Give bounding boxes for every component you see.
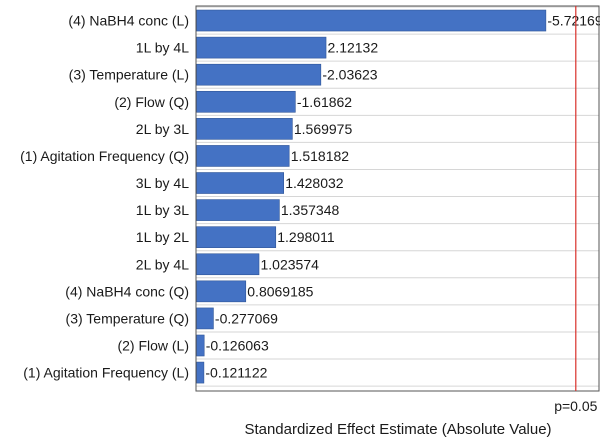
bar <box>196 36 327 59</box>
y-tick-label: 2L by 3L <box>136 121 189 137</box>
data-label: 1.428032 <box>285 175 344 191</box>
data-label: 1.023574 <box>261 256 320 272</box>
data-label: -0.121122 <box>205 365 267 381</box>
data-label: -5.72169 <box>547 13 600 29</box>
data-label: -1.61862 <box>297 94 352 110</box>
y-tick-label: (4) NaBH4 conc (Q) <box>65 283 189 299</box>
y-tick-label: (3) Temperature (L) <box>69 67 189 83</box>
bar <box>196 226 277 248</box>
data-label: -2.03623 <box>322 67 377 83</box>
bar <box>196 307 214 330</box>
data-label: 1.518182 <box>291 148 350 164</box>
bar <box>196 172 284 194</box>
y-tick-label: (4) NaBH4 conc (L) <box>68 13 189 29</box>
data-label: -0.277069 <box>215 310 278 326</box>
y-tick-label: 1L by 4L <box>136 40 189 56</box>
bar <box>196 63 322 86</box>
data-label: 1.357348 <box>281 202 340 218</box>
y-tick-label: 1L by 2L <box>136 229 189 245</box>
y-tick-label: 3L by 4L <box>136 175 189 191</box>
y-tick-label: (2) Flow (L) <box>117 338 189 354</box>
y-tick-label: 1L by 3L <box>136 202 189 218</box>
x-axis-title: Standardized Effect Estimate (Absolute V… <box>244 421 552 438</box>
bar <box>196 361 205 384</box>
data-label: -0.126063 <box>206 338 269 354</box>
bar <box>196 253 260 276</box>
data-label: 2.12132 <box>328 40 379 56</box>
bar <box>196 9 547 32</box>
bar <box>196 145 290 167</box>
y-tick-label: 2L by 4L <box>136 256 189 272</box>
y-tick-label: (1) Agitation Frequency (Q) <box>20 148 189 164</box>
bar <box>196 118 293 140</box>
reference-line-label: p=0.05 <box>554 398 597 414</box>
y-tick-label: (1) Agitation Frequency (L) <box>23 365 189 381</box>
data-label: 1.569975 <box>294 121 353 137</box>
plot-frame <box>195 5 600 392</box>
y-tick-label: (3) Temperature (Q) <box>66 310 189 326</box>
data-label: 1.298011 <box>277 229 335 245</box>
bar <box>196 334 205 357</box>
y-tick-label: (2) Flow (Q) <box>114 94 189 110</box>
bar <box>196 280 247 303</box>
bar <box>196 90 296 113</box>
data-label: 0.8069185 <box>247 283 313 299</box>
bar <box>196 199 280 221</box>
